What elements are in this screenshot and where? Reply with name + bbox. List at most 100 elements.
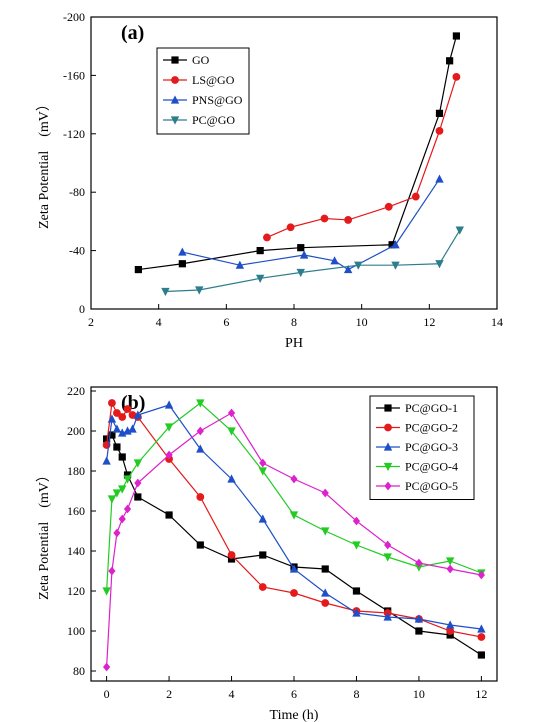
x-tick-label: 10	[356, 315, 368, 329]
legend-label: PC@GO	[192, 113, 235, 127]
series-line	[182, 178, 440, 271]
data-point	[195, 286, 204, 295]
data-point	[384, 202, 393, 211]
data-point	[107, 414, 117, 423]
data-point	[164, 423, 174, 432]
y-tick-label: -40	[69, 244, 85, 258]
legend-marker	[383, 462, 393, 472]
data-point	[227, 408, 236, 418]
data-point	[196, 444, 205, 453]
data-point	[161, 287, 170, 297]
y-tick-label: -200	[63, 10, 85, 24]
x-tick-label: 2	[166, 687, 172, 701]
data-point	[383, 553, 392, 562]
y-axis-title: Zeta Potential (mV）	[36, 97, 52, 229]
y-tick-label: 100	[67, 624, 85, 638]
data-point	[352, 608, 361, 617]
data-point	[103, 662, 111, 672]
data-point	[435, 260, 444, 269]
data-point	[133, 459, 143, 468]
series-line	[266, 76, 457, 239]
data-point	[446, 627, 455, 635]
data-point	[123, 504, 132, 514]
data-point	[107, 495, 117, 504]
legend-label: PC@GO-2	[405, 421, 458, 435]
x-tick-label: 8	[291, 315, 297, 329]
legend-marker	[384, 481, 392, 491]
y-tick-label: -160	[63, 68, 85, 82]
data-point	[321, 488, 329, 498]
series-PC@GO	[161, 226, 464, 297]
y-tick-label: 200	[67, 424, 85, 438]
x-tick-label: 12	[423, 315, 435, 329]
y-tick-label: 180	[67, 464, 85, 478]
x-tick-label: 14	[491, 315, 503, 329]
data-point	[258, 583, 267, 591]
legend-label: PC@GO-3	[405, 440, 458, 454]
y-tick-label: -80	[69, 185, 85, 199]
data-point	[414, 614, 424, 623]
legend-marker	[384, 423, 392, 432]
data-point	[391, 240, 400, 249]
data-point	[118, 453, 126, 461]
data-point	[445, 557, 455, 566]
plot-frame	[90, 16, 498, 310]
data-point	[134, 493, 142, 501]
data-point	[435, 109, 444, 117]
data-point	[330, 256, 339, 265]
legend-marker	[383, 442, 393, 451]
data-point	[297, 244, 305, 252]
x-tick-label: 0	[104, 687, 110, 701]
chart-panel-2: 0 2 4 6 8 10 12 80 100 120 140 160 180 200 220 Time (h)…	[36, 384, 498, 722]
data-point	[435, 126, 444, 135]
data-point	[352, 587, 361, 595]
x-tick-label: 10	[413, 687, 425, 701]
data-point	[123, 475, 132, 484]
legend-label: PC@GO-5	[405, 479, 458, 493]
data-point	[321, 527, 330, 536]
data-point	[435, 174, 444, 183]
x-axis-title: PH	[285, 336, 303, 351]
y-tick-label: 220	[67, 384, 85, 398]
data-point	[255, 274, 265, 283]
y-tick-label: 80	[73, 664, 85, 678]
data-point	[388, 241, 396, 249]
data-point	[112, 424, 122, 433]
data-point	[258, 514, 267, 523]
data-point	[134, 478, 142, 488]
data-point	[133, 410, 143, 419]
data-point	[113, 528, 121, 538]
data-point	[108, 431, 116, 439]
data-point	[383, 612, 392, 621]
data-point	[263, 233, 271, 242]
data-point	[227, 474, 236, 483]
data-point	[299, 250, 309, 259]
y-tick-label: -120	[63, 127, 85, 141]
data-point	[477, 570, 485, 580]
series-PNS@GO	[178, 174, 444, 274]
data-point	[103, 435, 111, 443]
data-point	[227, 551, 236, 559]
data-point	[259, 551, 267, 559]
data-point	[477, 633, 486, 641]
data-point	[477, 624, 486, 633]
x-tick-label: 6	[291, 687, 297, 701]
data-point	[286, 223, 295, 232]
data-point	[258, 467, 267, 476]
panel-label: (a)	[121, 22, 144, 44]
legend-label: PC@GO-4	[405, 460, 458, 474]
y-tick-label: 0	[79, 302, 85, 316]
data-point	[446, 631, 454, 639]
data-point	[118, 485, 127, 494]
data-point	[118, 514, 126, 524]
data-point	[321, 588, 330, 597]
x-tick-label: 12	[475, 687, 487, 701]
data-point	[477, 651, 485, 659]
data-point	[235, 260, 245, 269]
data-point	[123, 471, 132, 479]
legend-label: LS@GO	[192, 73, 235, 87]
y-tick-label: 160	[67, 504, 85, 518]
data-point	[354, 261, 363, 270]
legend-marker	[171, 56, 179, 64]
